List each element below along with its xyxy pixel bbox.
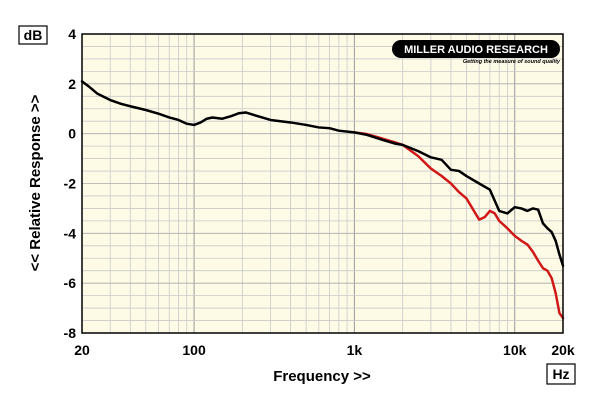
- x-unit-label: Hz: [552, 366, 569, 382]
- logo-title: MILLER AUDIO RESEARCH: [404, 44, 548, 56]
- logo-tagline: Getting the measure of sound quality: [463, 59, 561, 65]
- y-unit-label: dB: [24, 27, 43, 43]
- x-tick-labels: 20 100 1k 10k 20k: [74, 342, 575, 358]
- grid: [82, 34, 563, 333]
- y-axis-title: << Relative Response >>: [27, 94, 44, 271]
- x-unit-box: [546, 363, 576, 385]
- y-tick-label: -2: [64, 176, 77, 192]
- x-tick-label: 1k: [347, 342, 363, 358]
- x-tick-label: 100: [182, 342, 206, 358]
- y-tick-labels: 4 2 0 -2 -4 -6 -8: [64, 26, 77, 341]
- plot-frame: [81, 33, 564, 334]
- x-tick-label: 20k: [551, 342, 575, 358]
- red-response-line: [353, 131, 565, 320]
- y-tick-label: 2: [68, 76, 76, 92]
- y-tick-label: 0: [68, 126, 76, 142]
- x-axis-title: Frequency >>: [273, 368, 371, 385]
- x-tick-label: 10k: [503, 342, 527, 358]
- y-tick-label: 4: [68, 26, 76, 42]
- x-tick-label: 20: [74, 342, 90, 358]
- y-tick-label: -6: [64, 275, 77, 291]
- y-tick-label: -8: [64, 325, 77, 341]
- black-response-line: [80, 80, 565, 267]
- y-tick-label: -4: [64, 225, 77, 241]
- y-unit-box: [18, 25, 48, 45]
- series-layer: [80, 80, 565, 320]
- miller-audio-research-logo: MILLER AUDIO RESEARCH Getting the measur…: [392, 40, 561, 65]
